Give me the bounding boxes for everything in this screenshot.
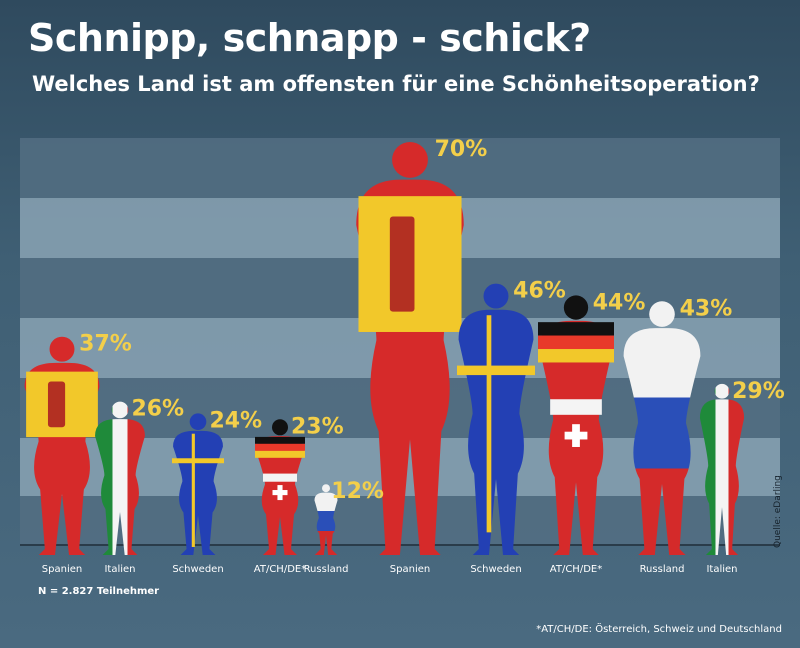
value-label: 37% [79, 332, 132, 357]
value-label: 29% [732, 379, 785, 404]
figure-schweden-2 [457, 283, 535, 555]
figure-head [111, 401, 129, 419]
figure-body [623, 328, 701, 555]
figure-spanien-2 [356, 141, 464, 555]
figure-head [483, 283, 509, 309]
cross-horizontal [172, 458, 224, 464]
figure-russland-1 [314, 484, 338, 555]
figure-italien-1 [95, 401, 145, 555]
category-label: Spanien [42, 564, 82, 575]
chart-title: Schnipp, schnapp - schick? [28, 16, 591, 60]
figure-head [714, 383, 730, 399]
swiss-cross-v [572, 424, 580, 447]
category-label: Spanien [390, 564, 430, 575]
value-label: 44% [593, 290, 646, 315]
coat-of-arms [47, 381, 66, 428]
flag-black [538, 322, 614, 336]
category-label: Russland [304, 564, 349, 575]
value-label: 43% [680, 296, 733, 321]
cross-horizontal [457, 365, 535, 376]
figure-schweden-1 [172, 413, 224, 555]
value-label: 46% [513, 279, 566, 304]
source-credit: Quelle: eDarling [773, 475, 783, 548]
category-label: Russland [640, 564, 685, 575]
flag-black [255, 436, 305, 444]
category-label: Italien [706, 564, 737, 575]
figure-italien-2 [699, 383, 745, 555]
figure-head [189, 413, 207, 431]
swiss-cross-v [277, 485, 283, 501]
category-label: Schweden [470, 564, 521, 575]
category-label: AT/CH/DE* [550, 564, 602, 575]
cross-vertical [191, 433, 195, 547]
figure-russland-2 [623, 301, 701, 555]
figure-body [699, 399, 745, 555]
figure-head [272, 419, 288, 436]
figure-head [649, 301, 675, 327]
value-label: 24% [209, 408, 262, 433]
value-label: 26% [131, 397, 184, 422]
cross-vertical [486, 315, 492, 533]
figure-head [563, 295, 589, 320]
footnote: *AT/CH/DE: Österreich, Schweiz und Deuts… [536, 624, 782, 635]
flag-gold [538, 349, 614, 363]
austria-stripe [550, 399, 602, 415]
figure-head [49, 336, 75, 362]
figure-head [392, 141, 428, 178]
category-label: Schweden [172, 564, 223, 575]
flag-red [255, 443, 305, 451]
sample-size-note: N = 2.827 Teilnehmer [38, 586, 160, 597]
coat-of-arms [389, 216, 415, 312]
flag-red [538, 335, 614, 350]
figure-spanien-1 [24, 336, 100, 555]
flag-gold [255, 450, 305, 458]
value-label: 12% [331, 479, 384, 504]
category-labels: Spanien Italien Schweden AT/CH/DE*Russland S… [42, 564, 738, 575]
austria-stripe [263, 473, 297, 482]
figure-atchde-2 [538, 295, 614, 555]
value-label: 70% [435, 137, 488, 162]
figure-marks [24, 141, 745, 555]
figure-body [95, 419, 145, 555]
figure-head [322, 484, 330, 493]
figure-atchde-1 [255, 419, 305, 555]
chart-subtitle: Welches Land ist am offensten für eine S… [32, 72, 760, 96]
category-label: AT/CH/DE* [254, 564, 306, 575]
value-labels: 37% 26% 24% 23% 12% 70% 46% 44% 43% 29% [79, 137, 785, 504]
category-label: Italien [104, 564, 135, 575]
figure-body [314, 492, 338, 555]
value-label: 23% [291, 414, 344, 439]
